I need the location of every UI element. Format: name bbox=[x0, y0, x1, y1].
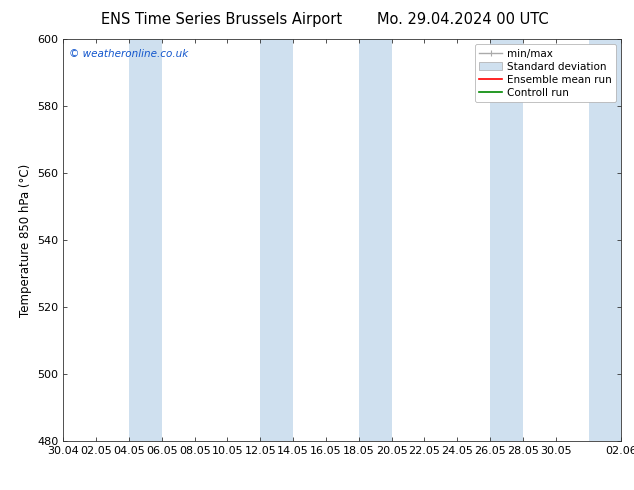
Legend: min/max, Standard deviation, Ensemble mean run, Controll run: min/max, Standard deviation, Ensemble me… bbox=[475, 45, 616, 102]
Text: Mo. 29.04.2024 00 UTC: Mo. 29.04.2024 00 UTC bbox=[377, 12, 548, 27]
Bar bbox=[588, 39, 621, 441]
Bar bbox=[129, 39, 162, 441]
Text: © weatheronline.co.uk: © weatheronline.co.uk bbox=[69, 49, 188, 59]
Bar bbox=[490, 39, 523, 441]
Bar bbox=[261, 39, 293, 441]
Text: ENS Time Series Brussels Airport: ENS Time Series Brussels Airport bbox=[101, 12, 342, 27]
Bar bbox=[359, 39, 392, 441]
Y-axis label: Temperature 850 hPa (°C): Temperature 850 hPa (°C) bbox=[19, 164, 32, 317]
